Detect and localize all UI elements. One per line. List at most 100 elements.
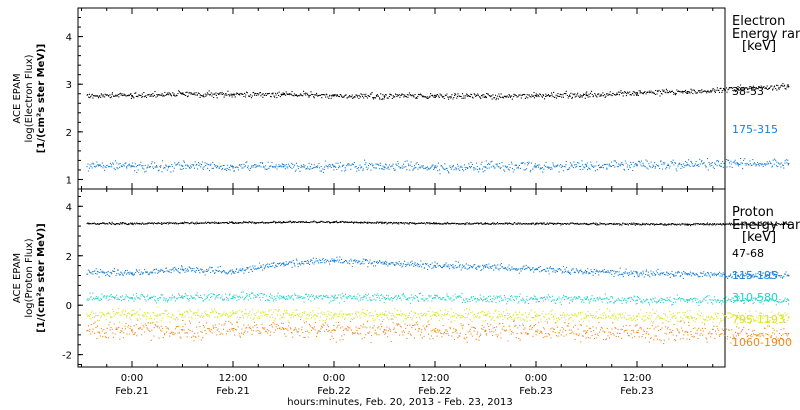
electron-frame	[77, 7, 726, 190]
x-tick-label: 12:00	[623, 373, 652, 384]
electron-data-point	[636, 91, 638, 94]
x-tick-label: 0:00	[121, 373, 143, 384]
proton-ytick-label: 2	[66, 252, 72, 263]
proton-frame	[77, 188, 726, 368]
proton-legend-entry: 1060-1900	[732, 336, 792, 349]
electron-ytick: 4	[66, 33, 83, 44]
x-tick-date: Feb.23	[620, 386, 654, 397]
electron-series-38-53	[86, 83, 790, 101]
electron-legend-title: Energy range	[732, 27, 800, 42]
electron-ylabel-line: log(Electron Flux)	[24, 54, 35, 142]
proton-data-point	[232, 295, 234, 298]
x-axis: 0:00 Feb.21 12:00 Feb.21 0:00 Feb.22 12:00 Feb.…	[81, 8, 714, 408]
proton-data-point	[181, 268, 184, 271]
proton-ylabel-line: [1/(cm²s ster MeV)]	[36, 223, 47, 332]
proton-data-point	[787, 299, 790, 302]
proton-legend-entry: 795-1193	[732, 313, 785, 326]
proton-ylabel-line: log(Proton Flux)	[24, 238, 35, 317]
electron-scatter-175-315	[86, 158, 789, 175]
proton-ytick-label: -2	[62, 351, 72, 362]
electron-series-175-315	[86, 158, 790, 175]
electron-ytick-label: 1	[66, 175, 72, 186]
proton-ytick: 2	[66, 252, 83, 263]
proton-legend-title: [keV]	[742, 230, 776, 245]
proton-scatter-795-1193	[86, 306, 790, 325]
electron-legend-entry: 175-315	[732, 123, 778, 136]
proton-legend-entry: 47-68	[732, 247, 764, 260]
x-tick-label: 0:00	[323, 373, 345, 384]
proton-data-point	[636, 299, 638, 302]
proton-series-115-195	[86, 256, 790, 279]
electron-ytick-label: 4	[66, 33, 72, 44]
proton-data-point	[181, 329, 184, 331]
electron-data-point	[282, 165, 285, 168]
electron-legend-title: [keV]	[742, 39, 776, 54]
proton-scatter-1060-1900	[86, 318, 790, 347]
proton-data-point	[535, 298, 537, 300]
x-tick-date: Feb.22	[317, 386, 351, 397]
proton-data-point	[737, 316, 739, 319]
electron-data-point	[737, 88, 739, 90]
x-tick-date: Feb.23	[519, 386, 553, 397]
electron-legend-title: Electron	[732, 14, 785, 29]
proton-legend-entry: 115-195	[732, 269, 778, 282]
electron-ytick: 2	[66, 128, 83, 139]
x-axis-label: hours:minutes, Feb. 20, 2013 - Feb. 23, …	[287, 397, 512, 408]
x-tick-date: Feb.21	[115, 386, 149, 397]
proton-data-point	[585, 315, 588, 318]
proton-data-point	[787, 332, 790, 335]
proton-legend-title: Energy range	[732, 218, 800, 233]
x-tick-label: 0:00	[525, 373, 547, 384]
proton-ytick-label: 4	[66, 202, 72, 213]
proton-data-point	[282, 262, 285, 265]
proton-data-point	[535, 330, 537, 333]
electron-data-point	[585, 165, 588, 168]
proton-scatter-115-195	[86, 256, 790, 279]
proton-data-point	[787, 223, 790, 226]
proton-data-point	[232, 312, 234, 315]
proton-data-point	[383, 314, 386, 316]
electron-data-point	[585, 94, 588, 97]
electron-data-point	[787, 85, 790, 88]
proton-data-point	[535, 315, 537, 318]
electron-data-point	[434, 166, 436, 168]
proton-data-point	[686, 331, 689, 334]
proton-data-point	[434, 314, 436, 316]
electron-ytick-label: 2	[66, 128, 72, 139]
proton-legend-title: Proton	[732, 205, 774, 220]
electron-ytick-label: 3	[66, 80, 72, 91]
electron-ytick: 3	[66, 80, 83, 91]
proton-panel: -2 0 2 4 ACE EPAM log(Proton Flux) [1/(cm²s st…	[12, 188, 790, 368]
proton-series-1060-1900	[86, 318, 790, 347]
electron-ylabel-line: ACE EPAM	[12, 73, 23, 123]
x-tick-date: Feb.22	[418, 386, 452, 397]
proton-ytick: 4	[66, 202, 83, 213]
proton-ylabel-line: ACE EPAM	[12, 253, 23, 303]
electron-ylabel-line: [1/(cm²s ster MeV)]	[36, 44, 47, 153]
x-tick-label: 12:00	[219, 373, 248, 384]
proton-scatter-310-580	[86, 291, 790, 306]
x-tick-date: Feb.21	[216, 386, 250, 397]
proton-data-point	[434, 296, 436, 299]
proton-ytick: -2	[62, 351, 83, 362]
proton-data-point	[131, 329, 133, 331]
proton-scatter-47-68	[86, 220, 790, 227]
proton-data-point	[585, 331, 588, 334]
proton-data-point	[333, 296, 335, 299]
proton-series-47-68	[86, 220, 790, 227]
electron-panel: 1 2 3 4 ACE EPAM log(Electron Flux) [1/(cm²s s…	[12, 7, 790, 190]
electron-ytick: 1	[66, 175, 83, 186]
proton-legend-entry: 310-580	[732, 291, 778, 304]
electron-legend-entry: 38-53	[732, 85, 764, 98]
proton-data-point	[636, 272, 638, 274]
proton-series-795-1193	[86, 306, 790, 325]
proton-data-point	[282, 312, 285, 315]
proton-ytick: 0	[66, 301, 83, 312]
electron-scatter-38-53	[86, 83, 789, 101]
proton-data-point	[181, 314, 184, 316]
x-tick-label: 12:00	[421, 373, 450, 384]
electron-data-point	[383, 95, 386, 98]
proton-ytick-label: 0	[66, 301, 72, 312]
proton-data-point	[383, 329, 386, 331]
